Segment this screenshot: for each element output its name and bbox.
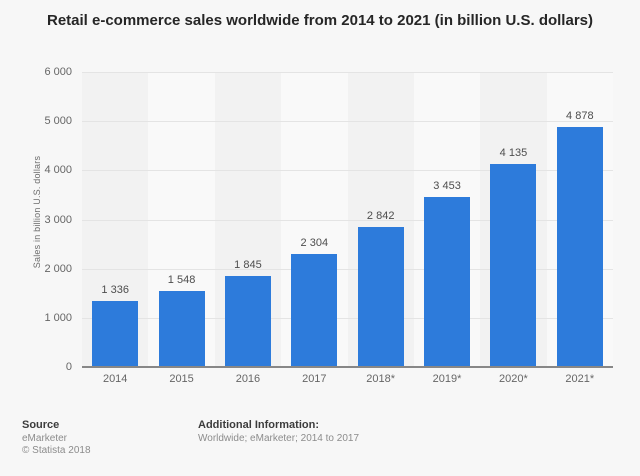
- x-axis-tick-label: 2014: [102, 373, 128, 385]
- bar-value-label: 2 842: [366, 210, 395, 223]
- x-axis-tick-label: 2016: [235, 373, 261, 385]
- y-axis-tick-label: 4 000: [44, 164, 72, 177]
- plot-area: 1 336 1 548 1 845 2 304 2 842 3 453 4 135 4 878: [82, 72, 613, 367]
- y-axis-tick-label: 0: [65, 361, 72, 373]
- x-axis-line: [82, 366, 613, 368]
- bar: [92, 301, 139, 367]
- gridline: [82, 170, 613, 172]
- additional-info-text: Worldwide; eMarketer; 2014 to 2017: [198, 433, 360, 444]
- gridline: [82, 72, 613, 73]
- x-axis-tick-label: 2015: [169, 373, 194, 385]
- statista-copyright: © Statista 2018: [22, 445, 91, 456]
- additional-info-heading: Additional Information:: [198, 419, 319, 431]
- y-axis-tick-label: 6 000: [44, 66, 72, 78]
- y-axis-tick-label: 5 000: [44, 115, 72, 128]
- bar-value-label: 4 878: [566, 110, 594, 123]
- bar: [424, 197, 471, 367]
- gridline: [82, 121, 613, 123]
- additional-info-section: Additional Information: Worldwide; eMark…: [198, 419, 359, 445]
- x-axis-tick-label: 2021*: [565, 373, 595, 385]
- gridline: [82, 268, 613, 270]
- chart-title: Retail e-commerce sales worldwide from 2…: [46, 12, 593, 29]
- y-axis-tick-label: 2 000: [44, 262, 72, 275]
- bar: [490, 163, 537, 367]
- bar-value-label: 4 135: [499, 146, 528, 159]
- source-section: Source eMarketer © Statista 2018: [22, 419, 91, 457]
- bar-value-label: 1 548: [167, 273, 196, 286]
- bar: [224, 276, 271, 367]
- source-heading: Source: [22, 419, 60, 431]
- y-axis-tick-label: 3 000: [44, 213, 72, 226]
- gridline: [82, 317, 613, 319]
- bar-value-label: 1 336: [101, 284, 129, 297]
- bar-value-label: 2 304: [300, 236, 329, 249]
- bar-value-label: 1 845: [234, 259, 262, 272]
- bar: [158, 290, 205, 367]
- x-axis-tick-label: 2019*: [432, 373, 462, 385]
- x-axis-tick-label: 2020*: [499, 373, 528, 385]
- y-axis-tick-label: 1 000: [44, 311, 72, 324]
- x-axis-tick-label: 2017: [302, 373, 327, 385]
- y-axis-title: Sales in billion U.S. dollars: [32, 155, 42, 269]
- bar: [357, 227, 404, 367]
- bar: [556, 127, 603, 367]
- bar-value-label: 3 453: [433, 180, 461, 193]
- gridline: [82, 219, 613, 221]
- bar: [291, 253, 338, 367]
- source-name: eMarketer: [22, 433, 68, 444]
- x-axis-tick-label: 2018*: [366, 373, 396, 385]
